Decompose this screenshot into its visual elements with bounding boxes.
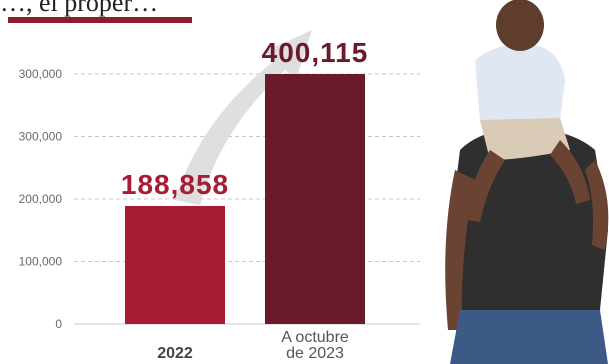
category-label: A octubre bbox=[281, 329, 349, 346]
y-tick-label: 100,000 bbox=[19, 255, 63, 269]
y-tick-label: 300,000 bbox=[19, 130, 63, 144]
category-label: 2022 bbox=[157, 345, 193, 362]
y-tick-label: 0 bbox=[55, 317, 62, 331]
y-axis-ticks: 0 100,000 200,000 300,000 300,000 bbox=[19, 67, 63, 331]
header-text: …, el proper… bbox=[0, 0, 159, 17]
value-labels: 188,858 400,115 bbox=[121, 37, 369, 200]
y-tick-label: 300,000 bbox=[19, 67, 63, 81]
bar-value-label: 188,858 bbox=[121, 169, 229, 200]
bar bbox=[125, 205, 225, 324]
y-tick-label: 200,000 bbox=[19, 192, 63, 206]
bar-chart: 0 100,000 200,000 300,000 300,000 188,858 400… bbox=[19, 30, 420, 362]
bar bbox=[265, 74, 365, 324]
bar-value-label: 400,115 bbox=[262, 37, 369, 68]
person-carrying-child-photo bbox=[445, 0, 609, 364]
growth-arrow-icon bbox=[175, 30, 312, 205]
bars bbox=[125, 74, 365, 324]
header-rule bbox=[8, 17, 192, 23]
category-label: de 2023 bbox=[286, 345, 344, 362]
